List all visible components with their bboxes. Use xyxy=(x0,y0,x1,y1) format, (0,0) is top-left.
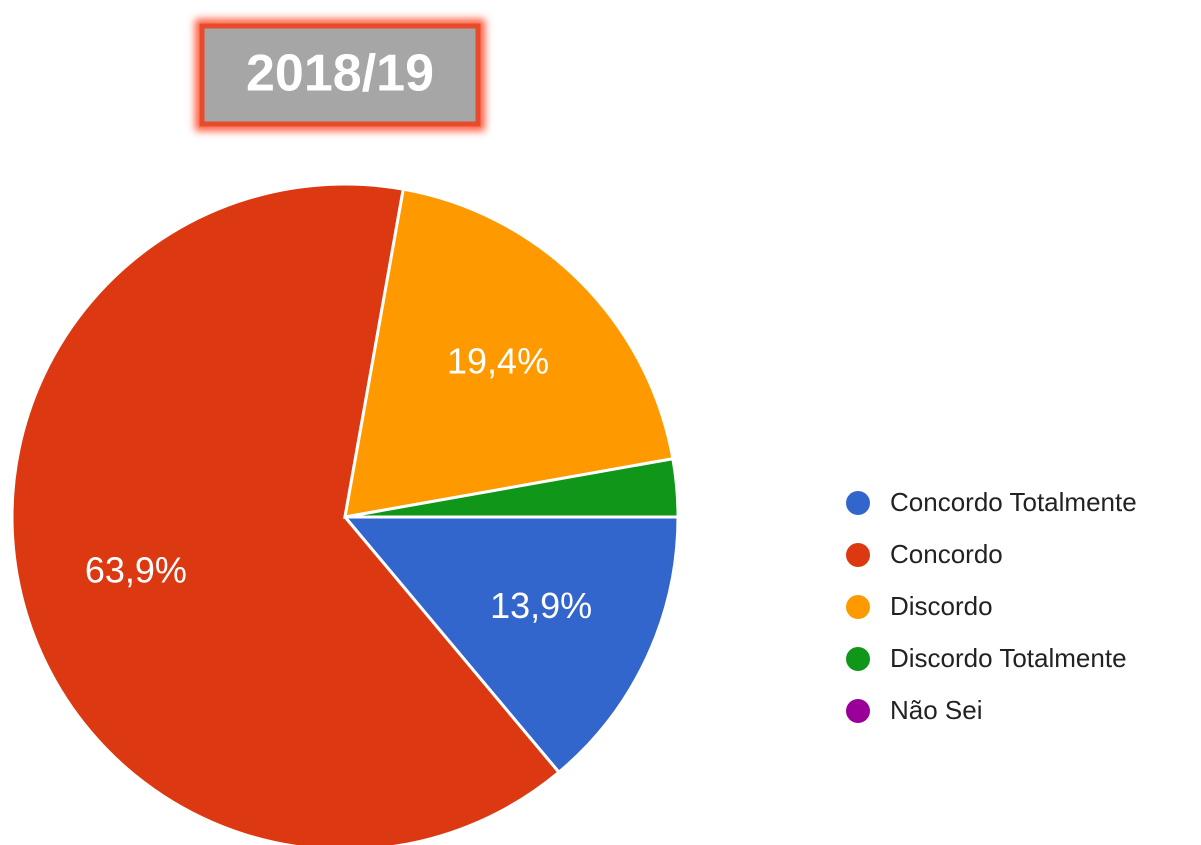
legend-swatch xyxy=(846,543,870,567)
title-box xyxy=(199,23,481,127)
legend-swatch xyxy=(846,699,870,723)
legend-label: Concordo Totalmente xyxy=(890,487,1137,517)
legend-swatch xyxy=(846,491,870,515)
slice-label: 13,9% xyxy=(490,585,592,626)
pie-slice xyxy=(341,515,680,775)
legend-label: Não Sei xyxy=(890,695,983,725)
slice-label: 19,4% xyxy=(447,340,549,381)
slice-label: 63,9% xyxy=(85,549,187,590)
legend-swatch xyxy=(846,595,870,619)
pie-slice xyxy=(343,187,675,519)
pie-slice xyxy=(10,182,561,845)
legend-label: Concordo xyxy=(890,539,1003,569)
legend-swatch xyxy=(846,647,870,671)
legend-label: Discordo Totalmente xyxy=(890,643,1127,673)
pie-slice xyxy=(344,456,680,519)
legend-label: Discordo xyxy=(890,591,993,621)
chart-title: 2018/19 xyxy=(246,45,434,103)
